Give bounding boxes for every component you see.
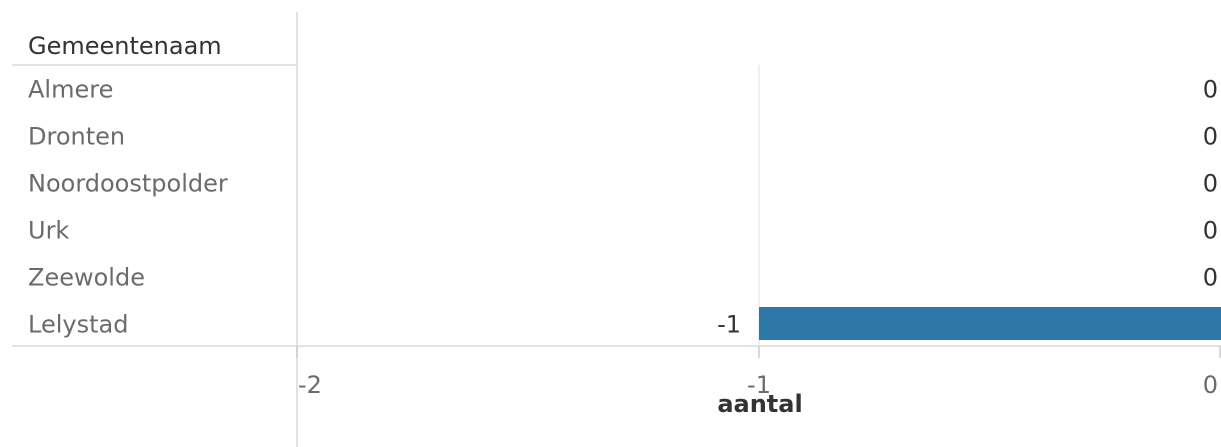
x-tick-label-2: 0 [1203, 371, 1218, 399]
x-axis-ticks: -2 -1 0 [296, 346, 1221, 399]
row-label-dronten: Dronten [28, 123, 125, 151]
x-axis-title: aantal [717, 390, 802, 418]
row-labels: Almere Dronten Noordoostpolder Urk Zeewolde L… [28, 76, 228, 339]
value-label-urk: 0 [1203, 217, 1218, 245]
value-labels: 0 0 0 0 0 -1 [717, 76, 1218, 339]
value-label-dronten: 0 [1203, 123, 1218, 151]
row-label-zeewolde: Zeewolde [28, 264, 145, 292]
x-tick-label-1: -1 [747, 371, 771, 399]
value-label-lelystad: -1 [717, 311, 741, 339]
value-label-noordoostpolder: 0 [1203, 170, 1218, 198]
value-label-zeewolde: 0 [1203, 264, 1218, 292]
bar-lelystad[interactable] [759, 307, 1221, 340]
x-tick-label-0: -2 [298, 371, 322, 399]
row-label-noordoostpolder: Noordoostpolder [28, 170, 228, 198]
row-label-urk: Urk [28, 217, 69, 245]
bars [759, 307, 1221, 340]
value-label-almere: 0 [1203, 76, 1218, 104]
row-header: Gemeentenaam [28, 32, 222, 60]
row-label-almere: Almere [28, 76, 113, 104]
row-label-lelystad: Lelystad [28, 311, 128, 339]
